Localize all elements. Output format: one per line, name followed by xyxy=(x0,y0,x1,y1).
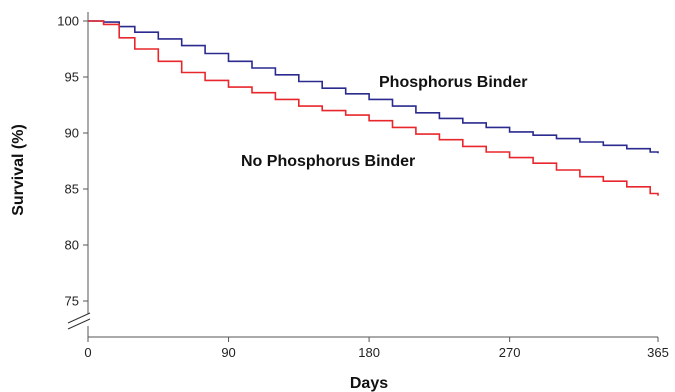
y-tick-label: 80 xyxy=(65,238,79,253)
y-tick-label: 95 xyxy=(65,70,79,85)
y-tick-label: 75 xyxy=(65,294,79,309)
y-tick-label: 100 xyxy=(57,14,79,29)
series-label-no-phosphorus-binder: No Phosphorus Binder xyxy=(241,153,415,170)
x-tick-label: 365 xyxy=(647,345,669,360)
series-line-phosphorus-binder xyxy=(88,20,659,154)
x-tick-label: 90 xyxy=(221,345,235,360)
x-tick-label: 270 xyxy=(499,345,521,360)
series-label-phosphorus-binder: Phosphorus Binder xyxy=(379,74,527,91)
series-lines xyxy=(88,20,659,196)
axes xyxy=(67,12,658,338)
x-ticks: 0 90 180 270 365 xyxy=(84,337,669,360)
y-ticks: 75 80 85 90 95 100 xyxy=(57,14,88,309)
y-tick-label: 90 xyxy=(65,126,79,141)
axis-break-mark xyxy=(67,312,91,330)
y-tick-label: 85 xyxy=(65,182,79,197)
x-axis-title: Days xyxy=(350,375,388,392)
x-tick-label: 0 xyxy=(84,345,91,360)
y-axis-title: Survival (%) xyxy=(10,124,27,216)
x-tick-label: 180 xyxy=(358,345,380,360)
series-line-no-phosphorus-binder xyxy=(88,20,659,196)
